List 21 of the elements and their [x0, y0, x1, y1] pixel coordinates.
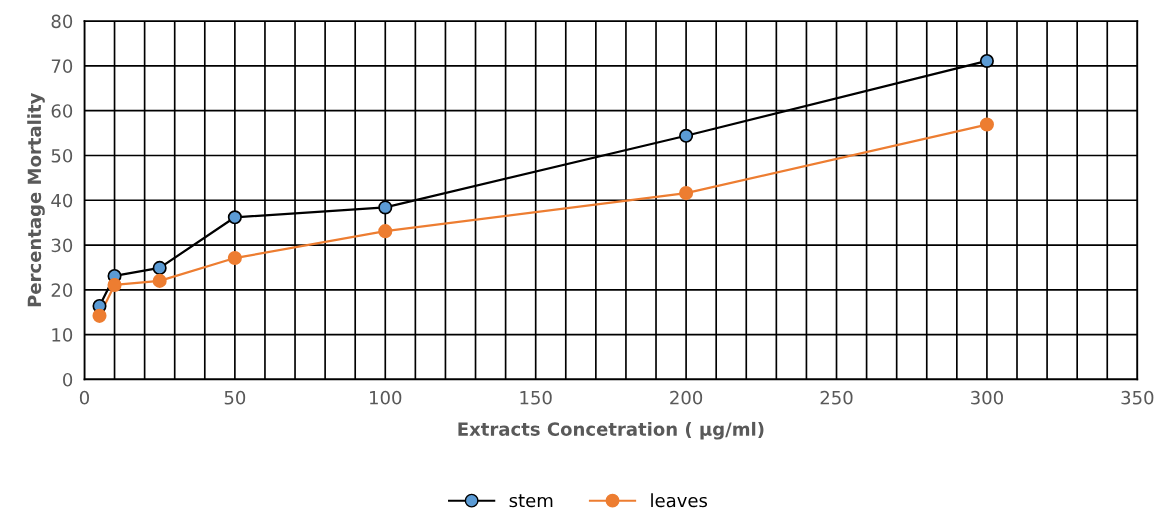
x-tick-label: 350 — [1121, 390, 1154, 405]
y-tick-label: 70 — [51, 59, 73, 73]
y-tick-label: 80 — [51, 14, 73, 29]
x-tick-label: 50 — [224, 390, 246, 405]
x-tick-label: 250 — [820, 390, 853, 405]
x-tick-label: 0 — [79, 390, 90, 405]
legend-label: leaves — [651, 493, 708, 508]
x-tick-label: 150 — [520, 390, 552, 405]
y-tick-label: 50 — [51, 148, 73, 163]
y-axis-title: Percentage Mortality — [27, 92, 45, 307]
y-tick-label: 30 — [51, 238, 73, 253]
y-tick-label: 10 — [52, 328, 73, 342]
x-tick-label: 300 — [971, 390, 1003, 405]
x-axis-title: Extracts Concetration ( µg/ml) — [458, 421, 764, 440]
legend-label: stem — [509, 494, 553, 508]
x-tick-label: 100 — [370, 390, 402, 405]
y-tick-label: 0 — [63, 372, 73, 387]
x-tick-label: 200 — [670, 390, 703, 405]
y-tick-label: 40 — [51, 193, 73, 208]
y-tick-label: 20 — [51, 283, 73, 297]
y-tick-label: 60 — [51, 104, 73, 118]
